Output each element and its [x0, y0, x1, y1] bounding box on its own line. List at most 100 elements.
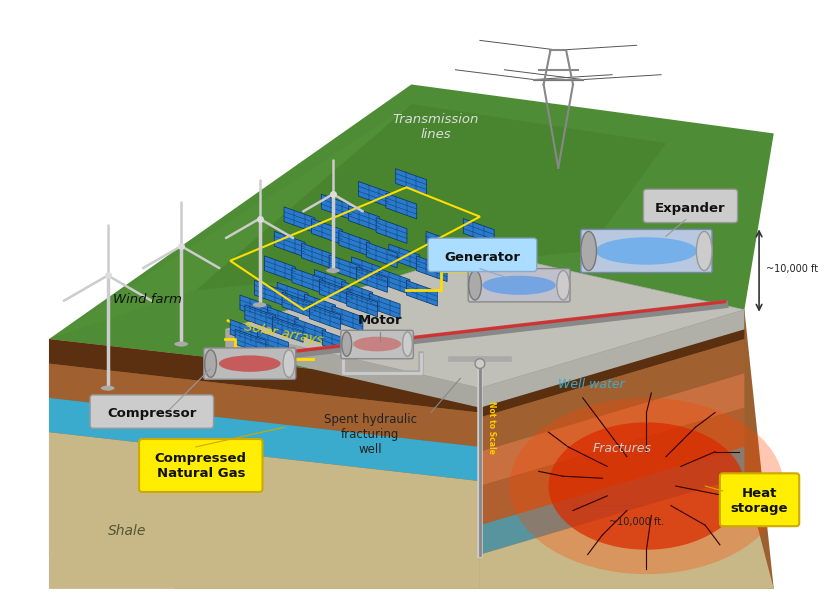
Polygon shape — [480, 476, 774, 589]
Polygon shape — [370, 293, 400, 319]
Ellipse shape — [696, 231, 712, 271]
Ellipse shape — [252, 302, 266, 307]
Polygon shape — [196, 104, 666, 290]
Ellipse shape — [353, 337, 401, 352]
Polygon shape — [332, 306, 363, 331]
Text: Heat
storage: Heat storage — [730, 487, 788, 515]
Polygon shape — [49, 84, 774, 388]
Polygon shape — [407, 280, 437, 306]
Polygon shape — [349, 206, 380, 231]
Polygon shape — [314, 270, 345, 295]
Text: Motor: Motor — [358, 314, 403, 327]
Polygon shape — [480, 310, 744, 408]
Polygon shape — [295, 318, 326, 345]
Ellipse shape — [342, 332, 351, 356]
Ellipse shape — [509, 398, 784, 574]
FancyBboxPatch shape — [581, 230, 712, 273]
Polygon shape — [323, 330, 353, 356]
Polygon shape — [292, 268, 323, 293]
FancyBboxPatch shape — [139, 439, 262, 492]
Polygon shape — [49, 364, 480, 447]
Polygon shape — [319, 280, 350, 305]
Text: Shale: Shale — [108, 524, 146, 538]
FancyBboxPatch shape — [468, 268, 570, 302]
Polygon shape — [277, 282, 308, 308]
Ellipse shape — [326, 268, 340, 273]
Polygon shape — [480, 339, 744, 452]
Text: Wind farm: Wind farm — [113, 293, 182, 306]
Polygon shape — [284, 207, 315, 233]
Ellipse shape — [283, 350, 295, 377]
Polygon shape — [480, 310, 744, 418]
Polygon shape — [480, 310, 774, 589]
Ellipse shape — [219, 355, 280, 372]
Ellipse shape — [475, 359, 485, 368]
FancyBboxPatch shape — [90, 395, 214, 428]
Polygon shape — [267, 307, 299, 333]
Polygon shape — [225, 329, 480, 408]
Polygon shape — [321, 194, 352, 220]
Text: ~10,000 ft.: ~10,000 ft. — [609, 518, 664, 527]
Ellipse shape — [469, 271, 482, 300]
Text: Solar arrays: Solar arrays — [243, 320, 324, 347]
Polygon shape — [265, 256, 295, 281]
Polygon shape — [225, 251, 744, 388]
Polygon shape — [49, 339, 480, 589]
Text: Generator: Generator — [444, 251, 520, 264]
Ellipse shape — [483, 275, 556, 295]
Ellipse shape — [403, 332, 412, 356]
Polygon shape — [230, 320, 261, 345]
Polygon shape — [329, 255, 360, 281]
Polygon shape — [272, 317, 303, 342]
Polygon shape — [359, 181, 389, 207]
Polygon shape — [309, 304, 341, 330]
Polygon shape — [464, 218, 494, 245]
Polygon shape — [346, 291, 378, 317]
Polygon shape — [339, 230, 370, 256]
Ellipse shape — [596, 237, 697, 265]
FancyBboxPatch shape — [720, 473, 799, 526]
Polygon shape — [480, 374, 744, 486]
Ellipse shape — [581, 231, 596, 271]
Text: Expander: Expander — [655, 202, 726, 215]
Polygon shape — [245, 305, 276, 331]
Text: Not to Scale: Not to Scale — [488, 401, 496, 454]
Polygon shape — [356, 267, 388, 292]
Polygon shape — [282, 292, 313, 318]
Polygon shape — [304, 294, 336, 320]
Text: Well water: Well water — [559, 378, 625, 391]
FancyBboxPatch shape — [428, 238, 537, 271]
Polygon shape — [49, 104, 666, 339]
Text: Fractures: Fractures — [592, 441, 652, 455]
Polygon shape — [274, 231, 305, 257]
Polygon shape — [257, 331, 289, 357]
Polygon shape — [376, 218, 407, 243]
Polygon shape — [426, 231, 457, 257]
FancyBboxPatch shape — [341, 330, 413, 359]
Polygon shape — [302, 243, 332, 269]
Text: Spent hydraulic
fracturing
well: Spent hydraulic fracturing well — [323, 412, 417, 456]
Polygon shape — [417, 256, 447, 281]
Polygon shape — [480, 447, 744, 555]
Polygon shape — [240, 295, 271, 321]
Polygon shape — [454, 243, 484, 269]
Polygon shape — [312, 218, 342, 245]
Polygon shape — [366, 242, 397, 268]
Polygon shape — [351, 257, 383, 283]
Ellipse shape — [549, 422, 744, 550]
Polygon shape — [342, 281, 373, 307]
Ellipse shape — [205, 350, 216, 377]
Polygon shape — [235, 329, 266, 355]
Polygon shape — [49, 432, 480, 589]
Ellipse shape — [174, 342, 188, 346]
Text: Transmission
lines: Transmission lines — [393, 113, 479, 142]
Polygon shape — [389, 244, 420, 270]
Polygon shape — [396, 169, 427, 195]
Polygon shape — [255, 280, 285, 306]
Text: Compressed
Natural Gas: Compressed Natural Gas — [155, 452, 247, 480]
Polygon shape — [386, 193, 417, 219]
FancyBboxPatch shape — [204, 348, 296, 379]
Ellipse shape — [101, 386, 115, 390]
Polygon shape — [49, 398, 480, 481]
Polygon shape — [379, 268, 410, 295]
